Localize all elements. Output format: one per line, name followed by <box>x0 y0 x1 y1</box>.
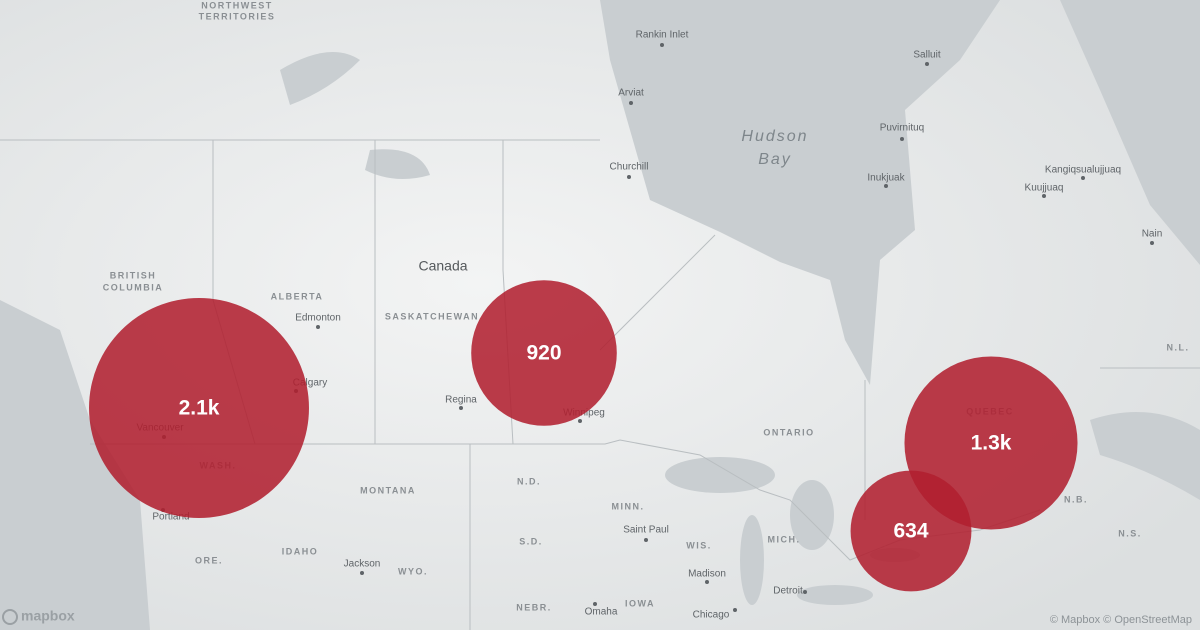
city-dot <box>629 101 633 105</box>
place-label: S.D. <box>519 536 543 546</box>
clusters: 2.1k 920 1.3k 634 <box>89 280 1078 592</box>
place-label: Saint Paul <box>623 525 669 536</box>
place-label: Omaha <box>585 607 618 618</box>
place-label: NORTHWEST <box>201 0 273 10</box>
place-label: Regina <box>445 395 477 406</box>
place-label: ORE. <box>195 555 223 565</box>
place-label: Inukjuak <box>867 173 905 184</box>
cluster[interactable] <box>471 280 617 426</box>
place-label: N.D. <box>517 476 541 486</box>
place-label: Kangiqsualujjuaq <box>1045 165 1121 176</box>
city-dot <box>1081 176 1085 180</box>
place-label: WIS. <box>686 540 712 550</box>
attribution[interactable]: © Mapbox © OpenStreetMap <box>1050 614 1192 626</box>
city-dot <box>900 137 904 141</box>
logo: mapbox <box>2 608 75 625</box>
place-label: Detroit <box>773 586 803 597</box>
cluster-label: 2.1k <box>179 397 220 420</box>
city-dot <box>660 43 664 47</box>
place-label: Puvirnituq <box>880 123 924 134</box>
place-label: BRITISH <box>110 270 157 280</box>
city-dot <box>627 175 631 179</box>
place-label: ALBERTA <box>271 291 324 301</box>
place-label: Hudson <box>741 128 808 145</box>
city-dot <box>705 580 709 584</box>
place-label: MINN. <box>612 501 645 511</box>
place-label: COLUMBIA <box>103 282 164 292</box>
place-label: Portland <box>152 512 189 523</box>
place-label: Madison <box>688 569 726 580</box>
place-label: MONTANA <box>360 485 416 495</box>
logo-text: mapbox <box>21 608 75 624</box>
place-label: Salluit <box>913 50 940 61</box>
place-label: Nain <box>1142 229 1163 240</box>
place-label: SASKATCHEWAN <box>385 311 479 321</box>
cluster-label: 920 <box>526 342 561 365</box>
place-label: Arviat <box>618 88 644 99</box>
city-dot <box>884 184 888 188</box>
cluster-label: 1.3k <box>971 432 1012 455</box>
place-label: Calgary <box>293 378 327 389</box>
city-dot <box>644 538 648 542</box>
city-dot <box>459 406 463 410</box>
place-label: NEBR. <box>516 602 552 612</box>
place-label: Canada <box>418 258 467 274</box>
cluster[interactable] <box>89 298 309 518</box>
place-label: N.S. <box>1118 528 1142 538</box>
place-label: MICH. <box>768 534 801 544</box>
place-label: WYO. <box>398 566 428 576</box>
place-label: Bay <box>758 151 792 168</box>
place-label: TERRITORIES <box>199 11 276 21</box>
place-label: Jackson <box>344 559 381 570</box>
place-label: Edmonton <box>295 313 341 324</box>
place-label: N.B. <box>1064 494 1088 504</box>
place-label: N.L. <box>1167 342 1190 352</box>
place-label: Rankin Inlet <box>636 30 689 41</box>
cluster-label: 634 <box>893 520 928 543</box>
city-dot <box>593 602 597 606</box>
city-dot <box>803 590 807 594</box>
cluster[interactable] <box>850 470 972 592</box>
city-dot <box>1042 194 1046 198</box>
place-label: IDAHO <box>282 546 319 556</box>
logo-icon <box>2 609 18 625</box>
place-label: ONTARIO <box>763 427 814 437</box>
city-dot <box>360 571 364 575</box>
place-label: Kuujjuaq <box>1025 183 1064 194</box>
city-dot <box>316 325 320 329</box>
place-label: Churchill <box>610 162 649 173</box>
place-label: Chicago <box>693 610 730 621</box>
city-dot <box>733 608 737 612</box>
city-dot <box>1150 241 1154 245</box>
place-label: IOWA <box>625 598 655 608</box>
city-dot <box>925 62 929 66</box>
city-dot <box>578 419 582 423</box>
